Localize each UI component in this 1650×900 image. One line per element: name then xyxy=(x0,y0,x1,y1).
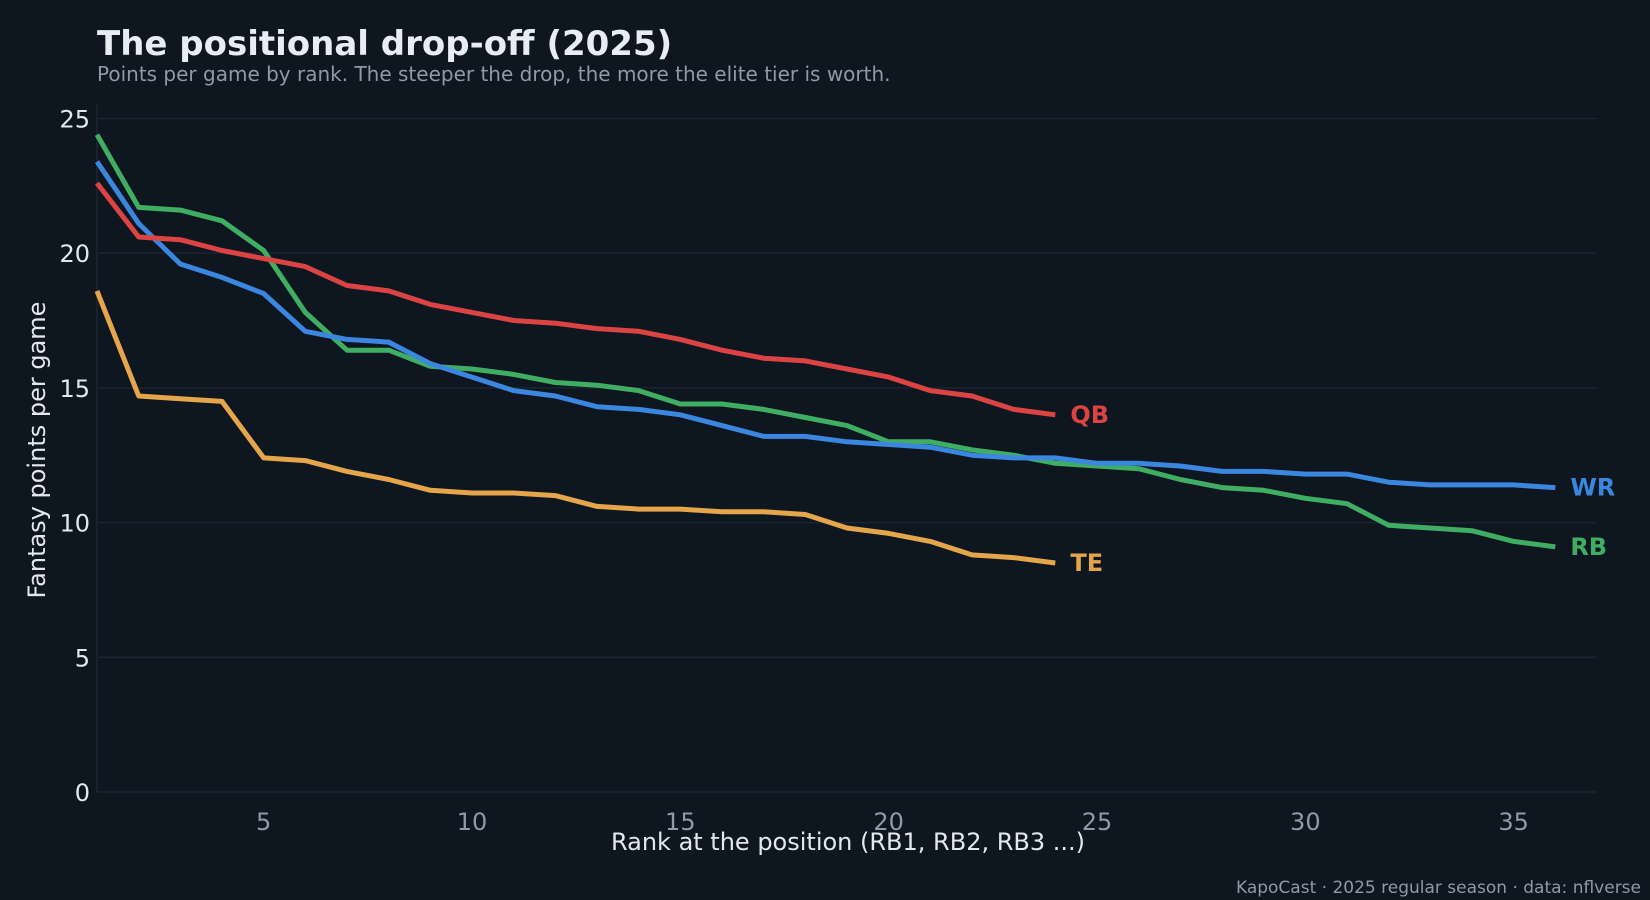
y-tick-label: 20 xyxy=(59,240,90,268)
series-labels: RB WR QB TE xyxy=(1070,401,1615,577)
series-label-qb: QB xyxy=(1070,401,1109,429)
x-axis-label: Rank at the position (RB1, RB2, RB3 ...) xyxy=(611,828,1085,856)
y-tick-label: 0 xyxy=(75,779,90,807)
grid-lines xyxy=(97,117,1597,793)
y-tick-label: 10 xyxy=(59,510,90,538)
y-tick-label: 25 xyxy=(59,105,90,133)
x-tick-label: 30 xyxy=(1290,808,1321,836)
series-label-rb: RB xyxy=(1570,533,1607,561)
x-tick-label: 10 xyxy=(457,808,488,836)
chart-title: The positional drop-off (2025) xyxy=(97,24,672,64)
y-tick-label: 15 xyxy=(59,375,90,403)
x-tick-label: 5 xyxy=(256,808,271,836)
series-label-wr: WR xyxy=(1570,474,1615,502)
x-tick-label: 20 xyxy=(873,808,904,836)
x-tick-label: 35 xyxy=(1498,808,1529,836)
chart-footer: KapoCast · 2025 regular season · data: n… xyxy=(1236,878,1641,898)
series-lines xyxy=(94,133,1556,566)
series-line-rb xyxy=(94,133,1556,550)
chart-subtitle: Points per game by rank. The steeper the… xyxy=(97,62,891,86)
series-line-qb xyxy=(95,181,1056,418)
series-label-te: TE xyxy=(1070,549,1103,577)
x-tick-label: 15 xyxy=(665,808,696,836)
y-axis-ticks: 0 5 10 15 20 25 xyxy=(59,105,90,807)
series-line-wr xyxy=(94,160,1556,491)
y-tick-label: 5 xyxy=(75,644,90,672)
x-tick-label: 25 xyxy=(1082,808,1113,836)
x-axis-ticks: 5 10 15 20 25 30 35 xyxy=(256,808,1529,836)
series-line-te xyxy=(94,289,1056,566)
y-axis-label: Fantasy points per game xyxy=(23,302,51,599)
